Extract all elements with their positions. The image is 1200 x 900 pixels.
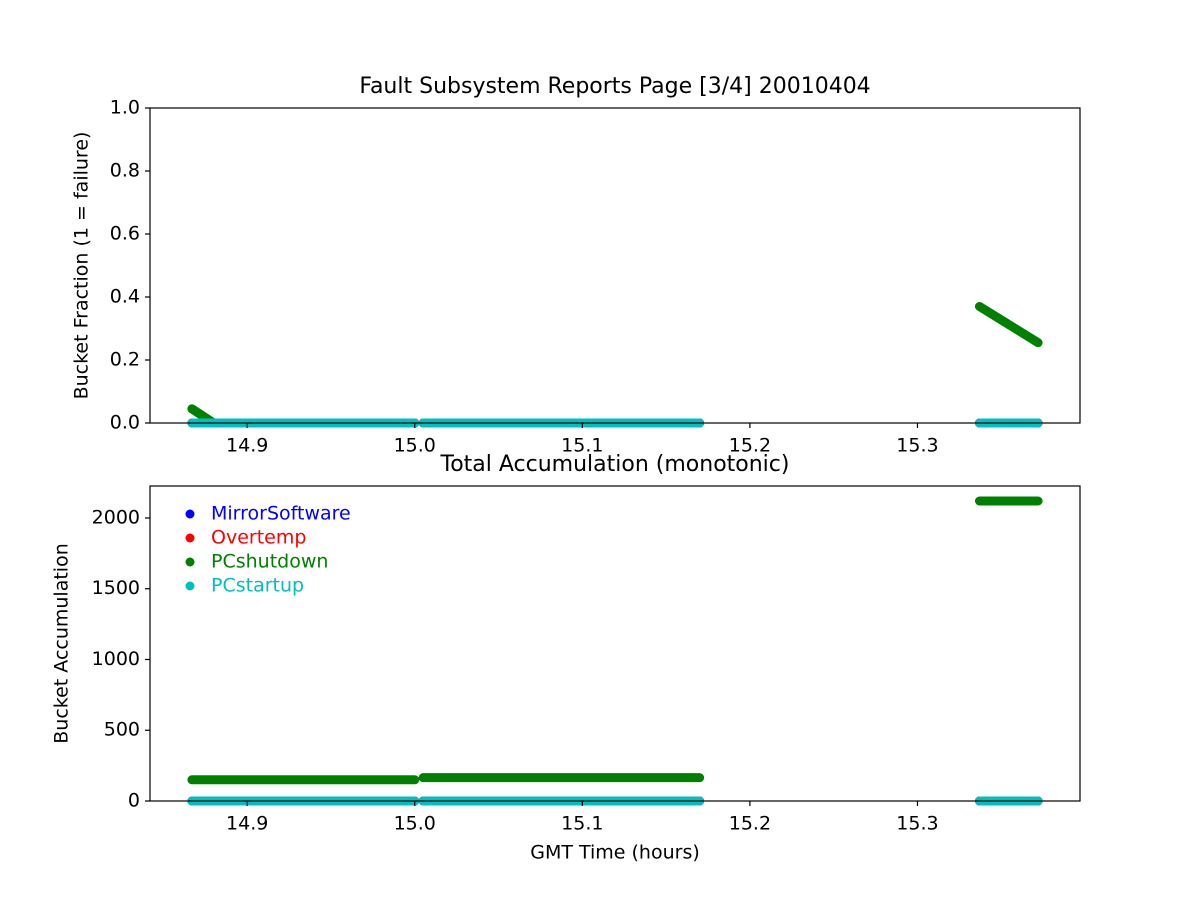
legend-label: PCstartup — [211, 575, 304, 597]
y-axis-label: Bucket Accumulation — [51, 543, 73, 744]
x-tick-label: 14.9 — [226, 813, 268, 835]
legend-label: MirrorSoftware — [211, 503, 351, 525]
x-tick-label: 15.2 — [729, 813, 771, 835]
y-tick-label: 0 — [128, 790, 140, 812]
y-tick-label: 0.4 — [110, 286, 140, 308]
y-tick-label: 1500 — [92, 577, 140, 599]
x-tick-label: 15.2 — [729, 435, 771, 457]
y-tick-label: 1000 — [92, 648, 140, 670]
chart-title: Total Accumulation (monotonic) — [440, 452, 790, 477]
y-axis-label: Bucket Fraction (1 = failure) — [71, 132, 93, 400]
x-tick-label: 15.0 — [394, 813, 436, 835]
legend-marker — [185, 557, 195, 567]
x-axis-label: GMT Time (hours) — [530, 842, 700, 864]
y-tick-label: 0.0 — [110, 412, 140, 434]
x-tick-label: 15.1 — [561, 813, 603, 835]
x-tick-label: 15.3 — [896, 813, 938, 835]
x-tick-label: 15.3 — [896, 435, 938, 457]
axes-frame — [149, 485, 1081, 802]
axes-frame — [149, 107, 1081, 424]
chart-title: Fault Subsystem Reports Page [3/4] 20010… — [359, 74, 870, 99]
x-tick-label: 15.1 — [561, 435, 603, 457]
series-line — [187, 301, 1043, 428]
x-tick-label: 14.9 — [226, 435, 268, 457]
y-tick-label: 0.8 — [110, 160, 140, 182]
y-tick-label: 2000 — [92, 506, 140, 528]
legend-marker — [185, 581, 195, 591]
legend-marker — [185, 509, 195, 519]
legend-label: PCshutdown — [211, 551, 328, 573]
legend-label: Overtemp — [211, 527, 306, 549]
legend-marker — [185, 533, 195, 543]
x-tick-label: 15.0 — [394, 435, 436, 457]
y-tick-label: 0.6 — [110, 223, 140, 245]
y-tick-label: 0.2 — [110, 349, 140, 371]
series-line — [187, 496, 1043, 785]
y-tick-label: 500 — [104, 719, 140, 741]
y-tick-label: 1.0 — [110, 97, 140, 119]
